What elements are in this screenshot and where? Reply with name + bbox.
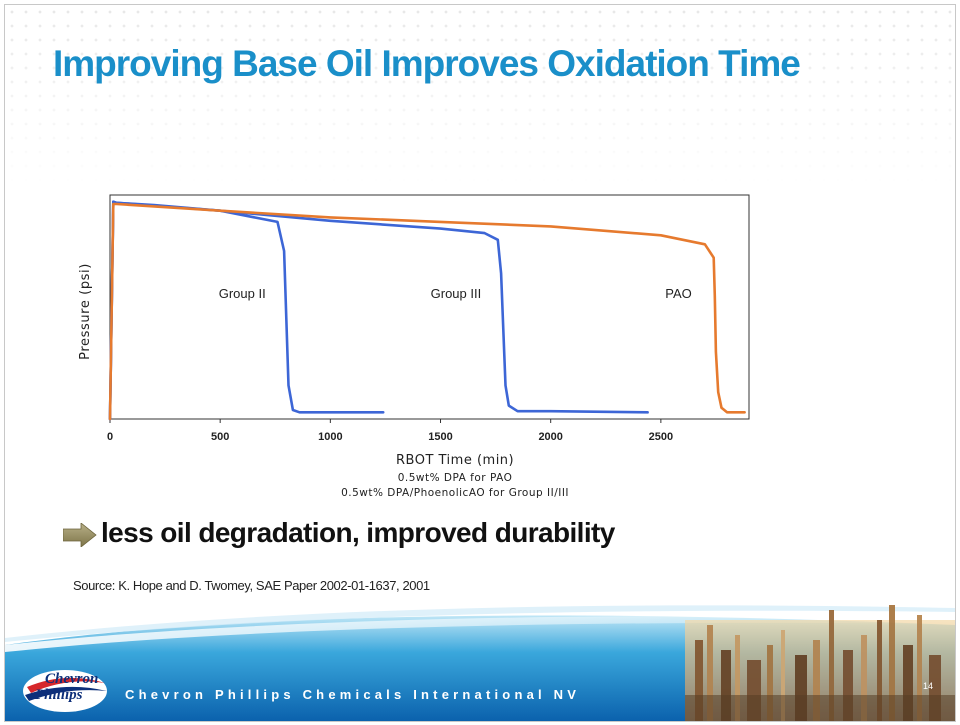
chart-note: 0.5wt% DPA/PhoenolicAO for Group II/III — [341, 487, 569, 499]
series-label: Group II — [219, 286, 266, 301]
refinery-image — [685, 605, 955, 721]
x-tick-label: 2500 — [649, 431, 673, 443]
logo-text-line2: Phillips — [35, 687, 83, 703]
chart-note: 0.5wt% DPA for PAO — [398, 472, 513, 484]
oxidation-chart: 0 500 1000 1500 2000 2500 Group II Group III PAO… — [78, 194, 750, 499]
x-tick-label: 500 — [211, 431, 229, 443]
series-line-pao — [108, 202, 746, 421]
x-tick-label: 0 — [107, 431, 113, 443]
right-arrow-icon — [63, 523, 97, 547]
x-tick-label: 1500 — [428, 431, 452, 443]
x-tick-label: 1000 — [318, 431, 342, 443]
slide-title: Improving Base Oil Improves Oxidation Ti… — [53, 43, 801, 84]
series-label: Group III — [431, 286, 482, 301]
x-tick-label: 2000 — [538, 431, 562, 443]
source-citation: Source: K. Hope and D. Twomey, SAE Paper… — [73, 578, 430, 593]
x-axis-label: RBOT Time (min) — [396, 453, 514, 468]
plot-area — [109, 194, 750, 420]
slide: Improving Base Oil Improves Oxidation Ti… — [4, 4, 956, 722]
page-number: 14 — [923, 681, 934, 691]
series-label: PAO — [665, 286, 692, 301]
dot-pattern-background — [5, 5, 955, 185]
footer-band — [5, 605, 955, 721]
company-name: Chevron Phillips Chemicals International… — [125, 687, 581, 702]
y-axis-label: Pressure (psi) — [78, 263, 93, 360]
logo-text-line1: Chevron — [45, 671, 99, 687]
chevron-phillips-logo — [23, 670, 107, 712]
bullet-text: less oil degradation, improved durabilit… — [101, 517, 615, 548]
